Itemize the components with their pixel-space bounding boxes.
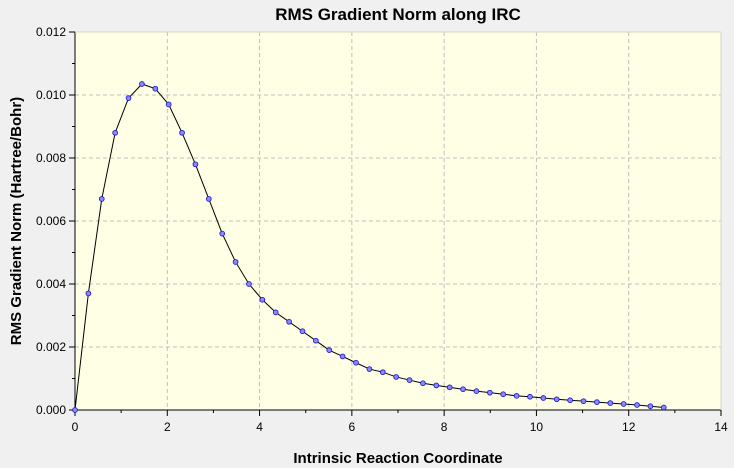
x-tick-label: 8 [441,420,448,434]
data-point [125,95,132,102]
chart-title: RMS Gradient Norm along IRC [275,5,521,24]
data-point [460,386,466,393]
data-point [513,392,520,399]
data-point [420,380,426,387]
data-point [272,309,279,316]
x-tick-label: 0 [72,420,79,434]
data-point [607,400,614,406]
data-point [313,337,319,344]
data-point [647,403,654,410]
tick-labels: 0 2 4 6 8 10 12 14 0.000 0.002 0.004 0.006 0.008 0.01… [36,25,728,434]
data-point [406,377,413,383]
data-point [594,399,600,405]
x-tick-label: 10 [530,420,544,434]
y-tick-label: 0.002 [36,340,66,354]
x-axis-label: Intrinsic Reaction Coordinate [293,450,502,467]
x-tick-label: 6 [349,420,356,434]
data-point [152,85,159,92]
data-point [246,281,252,287]
data-point [219,230,226,237]
y-tick-label: 0.012 [36,25,66,39]
data-point [139,81,145,87]
data-point [326,347,333,354]
data-point [540,395,547,401]
y-axis-label: RMS Gradient Norm (Hartree/Bohr) [8,97,25,345]
y-tick-label: 0.006 [36,214,66,228]
data-point [339,353,346,360]
x-tick-label: 12 [622,420,636,434]
data-point [580,398,587,405]
x-tick-label: 2 [164,420,171,434]
data-point [433,382,440,389]
data-point [98,196,105,202]
data-point [112,129,118,136]
axes [69,31,722,416]
data-point [85,290,92,297]
data-point [620,401,627,407]
data-point [379,369,386,376]
data-point [299,328,306,335]
data-point [259,296,266,303]
data-point [634,402,640,408]
data-point [232,259,239,265]
y-tick-label: 0.008 [36,151,66,165]
y-tick-label: 0.004 [36,277,66,291]
data-point [500,391,507,398]
data-point [527,393,533,400]
data-point [366,366,373,372]
data-point [165,101,172,108]
data-point [567,397,573,404]
data-point [446,384,453,391]
data-point [72,407,78,413]
data-point [179,129,185,136]
data-point [205,196,212,202]
data-point [393,374,400,380]
y-tick-label: 0.000 [36,403,66,417]
data-point [660,404,667,411]
data-point [486,389,493,396]
data-point [286,318,292,325]
y-tick-label: 0.010 [36,88,66,102]
data-point [553,396,560,403]
x-tick-label: 14 [714,420,728,434]
data-series [72,81,667,413]
data-point [353,359,359,366]
data-point [473,388,480,394]
x-tick-label: 4 [256,420,263,434]
data-point [192,161,199,168]
